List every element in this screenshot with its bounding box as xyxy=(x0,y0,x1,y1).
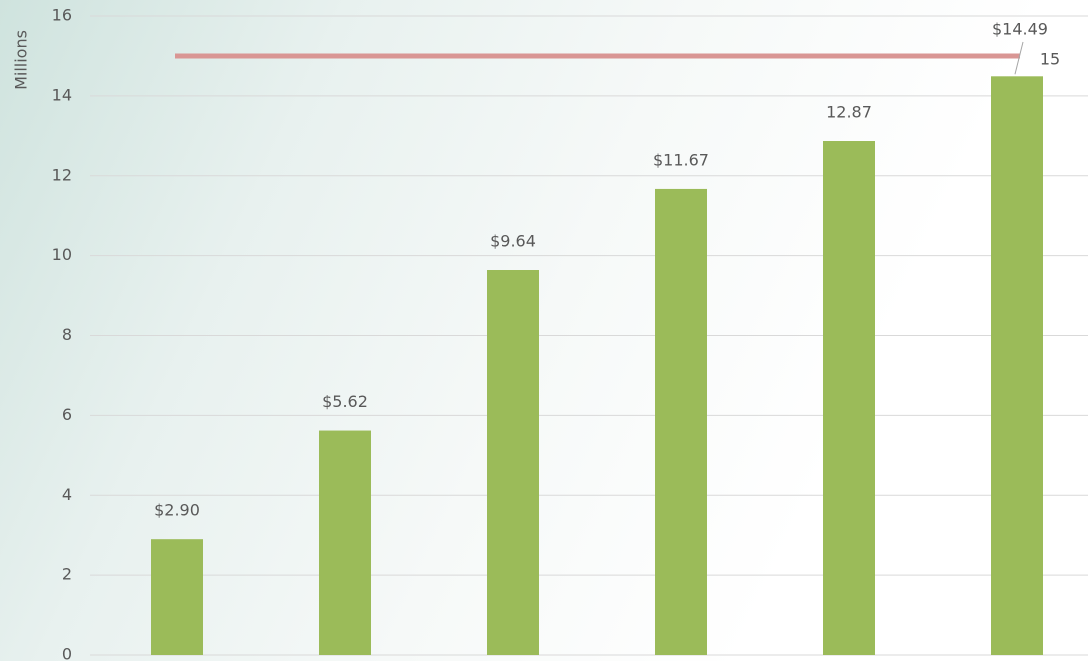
bar xyxy=(151,539,203,655)
bar xyxy=(319,431,371,655)
data-label: $14.49 xyxy=(992,20,1048,39)
y-tick-label: 0 xyxy=(62,645,72,661)
y-axis-label: Millions xyxy=(12,30,31,90)
y-tick-label: 8 xyxy=(62,325,72,344)
y-tick-label: 4 xyxy=(62,485,72,504)
chart-area: Millions 0 2 4 6 8 10 12 14 16 $2.90 $5.62 $9.64 $11… xyxy=(0,0,1088,661)
data-label: $5.62 xyxy=(322,392,368,411)
y-tick-label: 2 xyxy=(62,565,72,584)
bar xyxy=(823,141,875,655)
bar xyxy=(487,270,539,655)
y-tick-label: 14 xyxy=(52,85,72,104)
y-tick-label: 10 xyxy=(52,245,72,264)
data-label: $2.90 xyxy=(154,501,200,520)
y-tick-label: 16 xyxy=(52,6,72,25)
chart: Millions 0 2 4 6 8 10 12 14 16 $2.90 $5.62 $9.64 $11… xyxy=(0,0,1088,661)
bar xyxy=(991,76,1043,655)
y-tick-label: 12 xyxy=(52,165,72,184)
data-label: $9.64 xyxy=(490,232,536,251)
data-label: 12.87 xyxy=(826,103,872,122)
data-label: $11.67 xyxy=(653,150,709,169)
y-tick-label: 6 xyxy=(62,405,72,424)
reference-label: 15 xyxy=(1040,50,1060,69)
bar xyxy=(655,189,707,655)
